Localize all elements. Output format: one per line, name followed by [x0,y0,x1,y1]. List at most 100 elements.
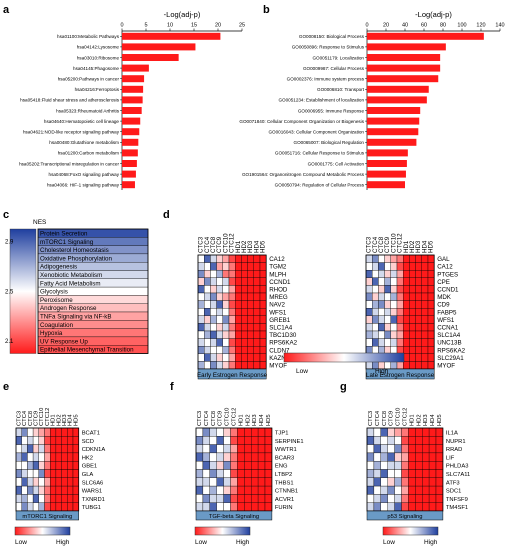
heatmap-cell [197,270,205,278]
heatmap-cell [396,323,404,332]
heatmap-cell [197,346,205,354]
heatmap-cell [216,353,223,362]
column-label: HD1 [403,240,410,253]
heatmap-cell [32,461,39,470]
column-label: CTC4 [204,410,210,426]
heatmap-cell [366,494,375,503]
heatmap-cell [228,285,236,294]
heatmap-cell [247,277,254,286]
row-label: ENG [275,464,288,470]
panel-e-mtorc1-heatmap: CTC3 CTC4 CTC8 CTC9 CTC10 CTC12 HD1 HD2 HD3 HD4 HD… [15,408,105,521]
heatmap-cell [396,346,404,354]
heatmap-cell [380,452,388,462]
x-tick-label: 20 [215,23,221,29]
category-label: hsa04216:Ferroptosis [75,87,120,92]
column-label: CTC3 [16,411,22,426]
heatmap-cell [241,270,248,278]
heatmap-cell [235,346,242,354]
scale-tick-label: 2.1 [5,339,14,345]
heatmap-cell [421,262,429,271]
heatmap-cell [387,494,395,503]
legend-low-label: Low [195,539,207,546]
heatmap-cell [365,361,373,370]
heatmap-cell [44,494,51,503]
heatmap-cell [408,469,416,478]
heatmap-cell [204,338,211,347]
heatmap-cell [216,315,223,324]
heatmap-cell [387,477,395,487]
category-label: hsa01100:Metabolic Pathways [57,34,120,39]
heatmap-cell [259,315,267,324]
heatmap-cell [204,361,211,370]
bar [122,181,135,189]
heatmap-cell [380,494,388,503]
heatmap-cell [67,436,74,445]
category-label: hsa04621:NOD-like receptor signaling pat… [23,130,120,135]
heatmap-cell [427,262,435,271]
heatmap-cell [428,485,437,495]
heatmap-cell [195,485,204,495]
heatmap-cell [373,427,381,437]
heatmap-cell [230,477,238,487]
heatmap-cell [390,254,398,263]
heatmap-cell [257,461,266,470]
heatmap-cell [209,485,217,495]
bar [367,64,441,72]
heatmap-cell [209,436,217,445]
heatmap-cell [253,361,261,370]
heatmap-cell [32,452,39,462]
row-label: HK2 [82,455,93,461]
column-label: CTC12 [45,408,51,426]
heatmap-cell [38,502,45,512]
heatmap-cell [415,323,422,332]
heatmap-cell [228,308,236,316]
heatmap-cell [396,315,404,324]
heatmap-cell [253,323,261,332]
heatmap-cell [373,494,381,503]
heatmap-cell [222,300,230,309]
heatmap-cell [222,315,230,324]
heatmap-cell [72,494,79,503]
heatmap-cell [435,461,444,470]
category-label: hsa00480:Glutathione metabolism [49,140,119,145]
row-label: RPS6KA2 [437,347,465,354]
heatmap-cell [235,323,242,332]
bar [367,117,420,125]
heatmap-cell [415,315,422,324]
heatmap-cell [409,300,416,309]
heatmap-cell [61,494,68,503]
heatmap-cell [228,346,236,354]
heatmap-cell [244,444,252,454]
heatmap-cell [259,338,267,347]
heatmap-cell [237,502,245,512]
heatmap-cell [228,330,236,339]
heatmap-cell [228,277,236,286]
heatmap-cell [210,323,217,332]
heatmap-cell [408,477,416,487]
category-label: hsa03010:Ribosome [77,55,120,60]
heatmap-cell [394,436,402,445]
heatmap-cell [401,444,409,454]
heatmap-cell [210,285,217,294]
heatmap-cell [366,469,375,478]
heatmap-cell [378,338,385,347]
heatmap-cell [235,361,242,370]
heatmap-cell [390,323,398,332]
heatmap-cell [202,502,210,512]
heatmap-cell [228,270,236,278]
heatmap-cell [422,452,430,462]
heatmap-cell [223,444,231,454]
heatmap-cell [209,502,217,512]
heatmap-cell [195,436,204,445]
heatmap-cell [55,452,62,462]
heatmap-cell [415,502,423,512]
footer-bar [195,510,273,521]
heatmap-cell [241,330,248,339]
heatmap-cell [415,292,422,301]
heatmap-cell [403,270,410,278]
heatmap-cell [38,461,45,470]
heatmap-cell [197,323,205,332]
heatmap-cell [230,469,238,478]
bar [367,107,421,114]
heatmap-cell [428,452,437,462]
